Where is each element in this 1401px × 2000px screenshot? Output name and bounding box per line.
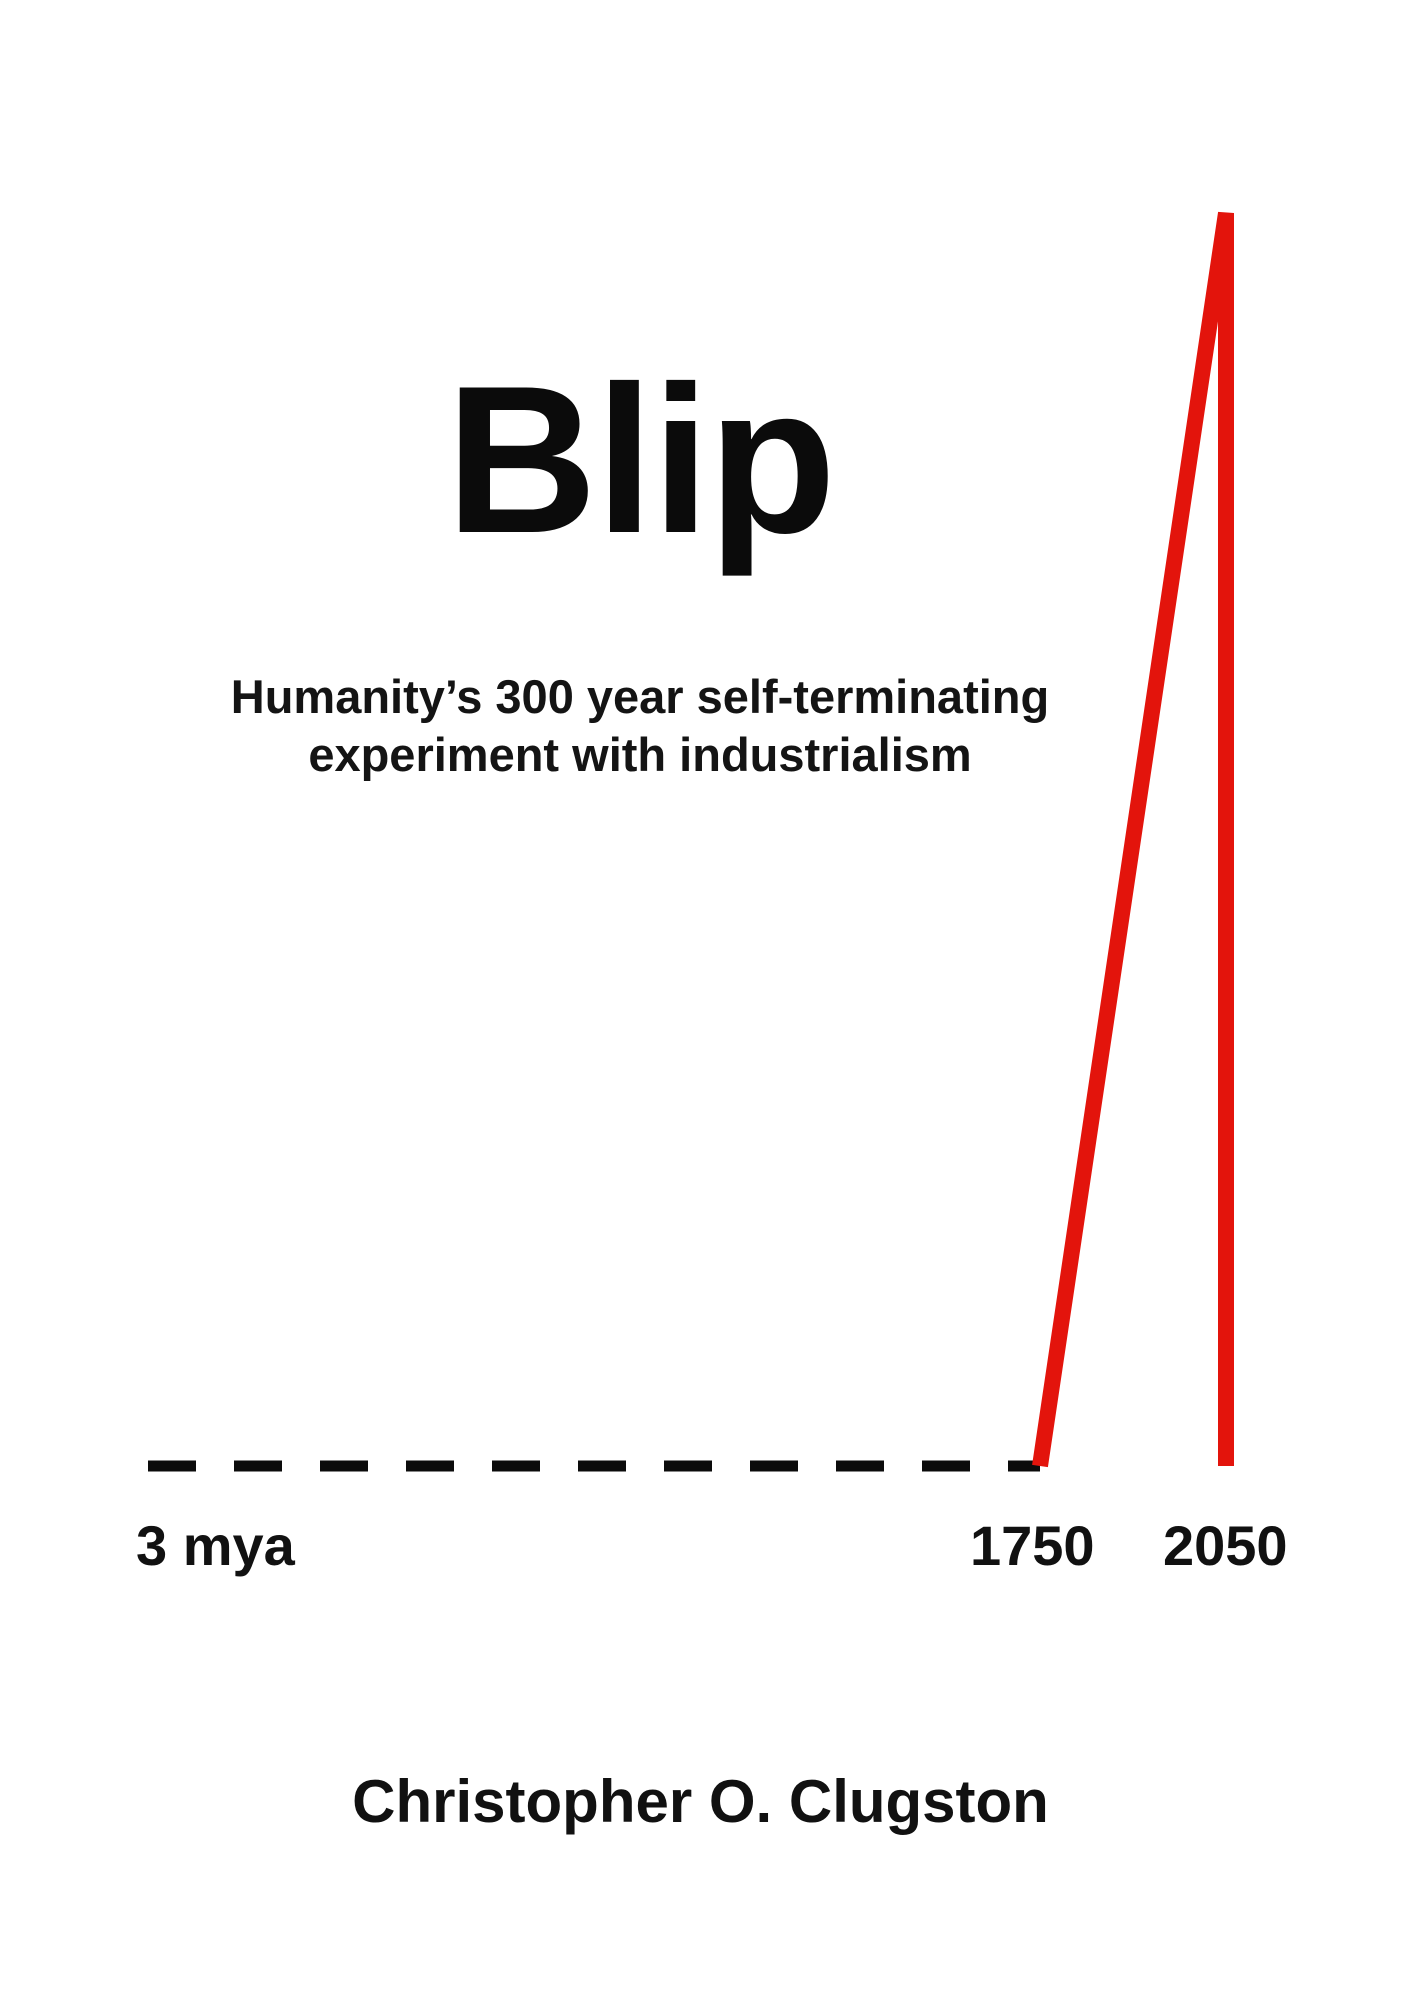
author-name: Christopher O. Clugston: [352, 1768, 1049, 1835]
subtitle-line-2: experiment with industrialism: [308, 728, 972, 781]
subtitle-line-1: Humanity’s 300 year self-terminating: [230, 670, 1050, 723]
timeline-start-label: 3 mya: [136, 1514, 295, 1577]
book-subtitle: Humanity’s 300 year self-terminating exp…: [160, 668, 1120, 784]
book-title: Blip: [445, 342, 837, 577]
timeline-mid-label: 1750: [970, 1514, 1095, 1577]
timeline-end-label: 2050: [1163, 1514, 1288, 1577]
blip-spike-line: [1032, 211, 1234, 1468]
